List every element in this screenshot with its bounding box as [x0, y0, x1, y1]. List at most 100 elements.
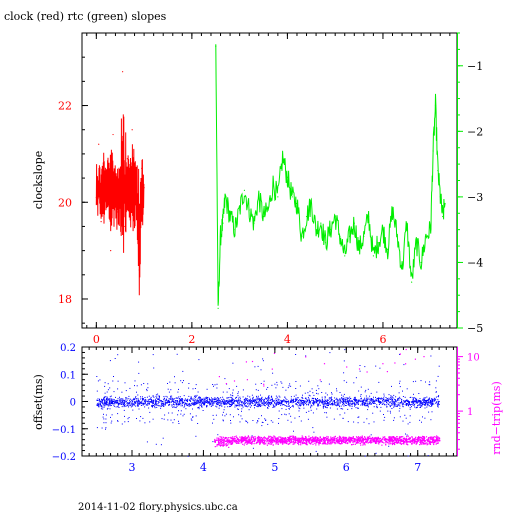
round-trip-point [311, 437, 313, 439]
offset-point [282, 404, 284, 405]
offset-point [170, 419, 172, 421]
offset-point [117, 420, 119, 422]
offset-point [193, 399, 195, 401]
offset-point [187, 401, 188, 403]
offset-point [153, 400, 155, 402]
round-trip-point [222, 441, 225, 443]
offset-point [413, 393, 414, 395]
offset-point [112, 400, 114, 402]
offset-point [99, 404, 101, 406]
round-trip-point [389, 441, 391, 443]
offset-point [180, 400, 182, 402]
round-trip-point [359, 440, 361, 443]
offset-point [117, 388, 119, 390]
offset-point [249, 406, 251, 408]
round-trip-point [231, 437, 233, 440]
round-trip-point [245, 441, 247, 444]
offset-point [137, 402, 139, 404]
offset-point [220, 397, 222, 399]
offset-point [361, 400, 363, 402]
offset-point [326, 402, 328, 404]
round-trip-point [329, 440, 331, 442]
offset-point [270, 420, 272, 422]
offset-point [432, 403, 434, 405]
rtc-slope-point [219, 235, 222, 237]
offset-point [376, 391, 378, 393]
offset-point [342, 404, 344, 406]
offset-point [117, 406, 119, 408]
round-trip-point [309, 437, 312, 439]
round-trip-point [281, 437, 283, 439]
offset-point [174, 401, 176, 403]
offset-point [197, 391, 199, 393]
offset-point [418, 399, 419, 401]
offset-point [175, 401, 177, 403]
round-trip-point [268, 443, 270, 445]
offset-point [147, 400, 148, 402]
offset-point [198, 401, 200, 403]
offset-point [420, 400, 422, 402]
offset-point [146, 400, 148, 402]
offset-point [335, 402, 337, 404]
offset-point [105, 414, 107, 416]
offset-point [166, 401, 168, 403]
round-trip-point [327, 441, 329, 443]
round-trip-point [377, 438, 379, 440]
offset-point [177, 391, 179, 393]
offset-point [252, 447, 254, 449]
offset-point [181, 401, 183, 403]
offset-point [422, 402, 424, 404]
offset-point [219, 404, 221, 406]
round-trip-point [423, 437, 426, 439]
offset-point [336, 408, 338, 410]
offset-point [162, 402, 163, 404]
offset-point [333, 403, 335, 405]
round-trip-point [302, 443, 304, 445]
offset-point [189, 403, 191, 404]
offset-point [160, 400, 162, 402]
offset-point [363, 399, 364, 401]
offset-point [327, 402, 328, 403]
offset-point [423, 404, 425, 405]
offset-point [379, 401, 381, 403]
offset-point [211, 405, 213, 407]
offset-point [422, 399, 423, 401]
offset-point [266, 388, 268, 390]
offset-point [210, 402, 212, 404]
offset-point [256, 401, 258, 403]
offset-point [120, 400, 122, 402]
offset-point [105, 418, 107, 420]
offset-point [236, 405, 238, 407]
offset-point [269, 399, 271, 401]
round-trip-point [423, 443, 425, 445]
offset-point [272, 398, 273, 400]
offset-point [412, 397, 414, 398]
offset-point [337, 403, 338, 405]
offset-point [399, 353, 400, 355]
offset-point [412, 381, 414, 383]
offset-point [228, 400, 230, 402]
offset-point [144, 406, 146, 408]
round-trip-point [301, 439, 303, 441]
round-trip-point [264, 437, 266, 439]
offset-point [152, 395, 154, 397]
offset-point [205, 397, 207, 399]
offset-point [106, 398, 107, 400]
round-trip-point [400, 443, 402, 445]
offset-point [363, 404, 365, 405]
round-trip-point [421, 441, 423, 443]
offset-point [239, 404, 241, 405]
offset-x-tick-label: 5 [271, 461, 278, 474]
offset-point [177, 400, 178, 402]
round-trip-point [378, 437, 380, 440]
offset-point [428, 402, 430, 404]
clock-slope-point [133, 216, 136, 218]
offset-point [431, 401, 433, 403]
offset-point [401, 403, 403, 405]
offset-point [361, 399, 363, 401]
offset-point [112, 380, 114, 382]
round-trip-point [337, 440, 339, 442]
offset-point [127, 402, 129, 404]
offset-point [367, 404, 369, 406]
offset-point [302, 402, 304, 404]
